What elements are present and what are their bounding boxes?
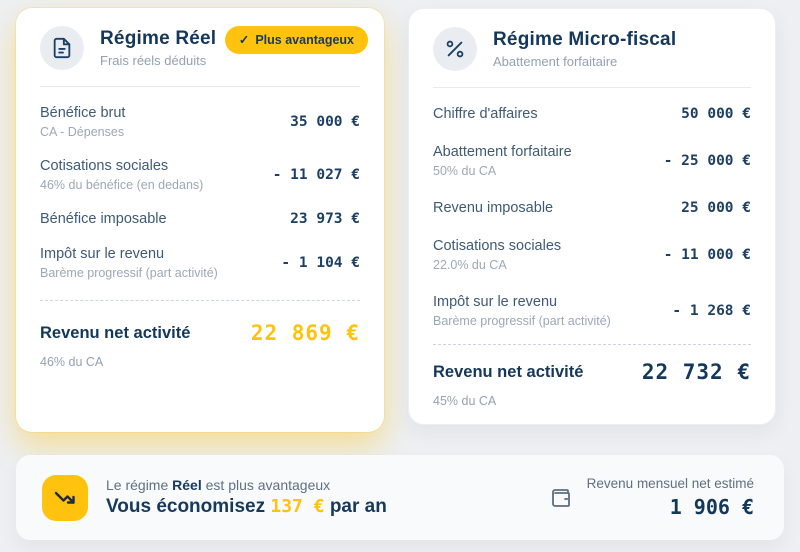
table-row: Chiffre d'affaires 50 000 € [433, 106, 751, 122]
row-text: Chiffre d'affaires [433, 106, 538, 122]
savings-line: Vous économisez 137 € par an [106, 496, 387, 518]
total-divider [40, 300, 360, 301]
table-row: Cotisations sociales 46% du bénéfice (en… [40, 158, 360, 192]
row-value: - 11 027 € [272, 167, 360, 183]
card-subtitle: Abattement forfaitaire [493, 54, 618, 69]
row-value: - 1 268 € [672, 303, 751, 319]
row-text: Bénéfice imposable [40, 211, 167, 227]
best-regime-badge: ✓ Plus avantageux [224, 26, 368, 54]
row-text: Impôt sur le revenu Barème progressif (p… [40, 246, 218, 280]
row-label: Impôt sur le revenu [40, 246, 165, 262]
row-value: 35 000 € [290, 114, 360, 130]
row-label: Bénéfice imposable [40, 211, 167, 227]
row-value: - 11 000 € [663, 247, 751, 263]
file-text-icon [40, 26, 84, 70]
monthly-label: Revenu mensuel net estimé [586, 476, 754, 491]
row-sublabel: Barème progressif (part activité) [433, 314, 611, 328]
verdict-suffix: est plus avantageux [201, 477, 331, 493]
total-row: Revenu net activité 22 732 € [433, 360, 751, 384]
row-value: 23 973 € [290, 211, 360, 227]
monthly-summary: Revenu mensuel net estimé 1 906 € [549, 476, 754, 519]
card-title: Régime Micro-fiscal [493, 29, 677, 50]
row-label: Abattement forfaitaire [433, 144, 572, 160]
savings-amount: 137 € [270, 496, 325, 517]
header-divider [40, 86, 360, 87]
regime-reel-rows: Bénéfice brut CA - Dépenses 35 000 € Cot… [40, 105, 360, 280]
regime-micro-header: Régime Micro-fiscal Abattement forfaitai… [433, 27, 751, 71]
regime-micro-rows: Chiffre d'affaires 50 000 € Abattement f… [433, 106, 751, 328]
savings-suffix: par an [324, 496, 387, 517]
regime-micro-titles: Régime Micro-fiscal Abattement forfaitai… [493, 29, 676, 69]
savings-summary: Le régime Réel est plus avantageux Vous … [42, 474, 387, 521]
regime-reel-titles: Régime Réel Frais réels déduits [100, 28, 216, 68]
row-sublabel: 50% du CA [433, 164, 497, 178]
row-label: Cotisations sociales [433, 238, 562, 254]
row-value: 25 000 € [681, 200, 751, 216]
row-text: Abattement forfaitaire 50% du CA [433, 144, 572, 178]
row-sublabel: 22.0% du CA [433, 258, 507, 272]
row-text: Revenu imposable [433, 200, 553, 216]
total-row: Revenu net activité 22 869 € [40, 321, 360, 345]
total-value: 22 869 € [250, 321, 360, 345]
total-label: Revenu net activité [433, 362, 584, 381]
row-value: - 25 000 € [663, 153, 751, 169]
monthly-text: Revenu mensuel net estimé 1 906 € [587, 476, 754, 519]
table-row: Bénéfice imposable 23 973 € [40, 211, 360, 227]
total-divider [433, 344, 751, 345]
row-label: Bénéfice brut [40, 105, 126, 121]
table-row: Impôt sur le revenu Barème progressif (p… [40, 246, 360, 280]
row-label: Revenu imposable [433, 200, 554, 216]
savings-text: Le régime Réel est plus avantageux Vous … [106, 477, 387, 518]
row-sublabel: Barème progressif (part activité) [40, 266, 218, 280]
row-sublabel: CA - Dépenses [40, 125, 125, 139]
percent-icon [433, 27, 477, 71]
row-text: Cotisations sociales 46% du bénéfice (en… [40, 158, 203, 192]
table-row: Impôt sur le revenu Barème progressif (p… [433, 294, 751, 328]
row-sublabel: 46% du bénéfice (en dedans) [40, 178, 204, 192]
regime-reel-header: Régime Réel Frais réels déduits [40, 26, 360, 70]
row-value: 50 000 € [681, 106, 751, 122]
total-value: 22 732 € [641, 360, 751, 384]
card-title: Régime Réel [100, 28, 217, 49]
total-label: Revenu net activité [40, 323, 191, 342]
regime-micro-card: Régime Micro-fiscal Abattement forfaitai… [408, 8, 776, 425]
row-text: Impôt sur le revenu Barème progressif (p… [433, 294, 611, 328]
row-label: Cotisations sociales [40, 158, 169, 174]
table-row: Cotisations sociales 22.0% du CA - 11 00… [433, 238, 751, 272]
table-row: Bénéfice brut CA - Dépenses 35 000 € [40, 105, 360, 139]
row-text: Bénéfice brut CA - Dépenses [40, 105, 125, 139]
verdict-prefix: Le régime [106, 477, 173, 493]
badge-label: Plus avantageux [255, 32, 354, 47]
regime-reel-card: ✓ Plus avantageux Régime Réel Frais réel… [16, 8, 384, 432]
row-text: Cotisations sociales 22.0% du CA [433, 238, 561, 272]
total-sublabel: 45% du CA [433, 394, 497, 408]
row-label: Chiffre d'affaires [433, 106, 538, 122]
summary-bar: Le régime Réel est plus avantageux Vous … [16, 455, 784, 540]
row-value: - 1 104 € [281, 255, 360, 271]
trending-down-icon [42, 474, 88, 521]
header-divider [433, 87, 751, 88]
card-subtitle: Frais réels déduits [100, 53, 207, 68]
monthly-value: 1 906 € [669, 495, 754, 519]
check-icon: ✓ [238, 33, 250, 47]
verdict-line: Le régime Réel est plus avantageux [106, 477, 387, 493]
table-row: Revenu imposable 25 000 € [433, 200, 751, 216]
row-label: Impôt sur le revenu [433, 294, 558, 310]
total-sublabel: 46% du CA [40, 355, 104, 369]
table-row: Abattement forfaitaire 50% du CA - 25 00… [433, 144, 751, 178]
verdict-regime: Réel [172, 477, 202, 493]
savings-prefix: Vous économisez [106, 496, 271, 517]
wallet-icon [549, 486, 573, 510]
